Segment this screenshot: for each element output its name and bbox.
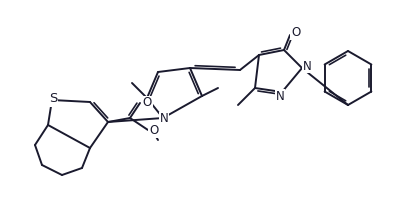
Text: S: S: [49, 92, 57, 106]
Text: O: O: [143, 97, 152, 110]
Text: N: N: [276, 90, 284, 102]
Text: N: N: [159, 113, 169, 125]
Text: O: O: [291, 26, 301, 39]
Text: N: N: [303, 60, 311, 72]
Text: O: O: [150, 124, 159, 138]
